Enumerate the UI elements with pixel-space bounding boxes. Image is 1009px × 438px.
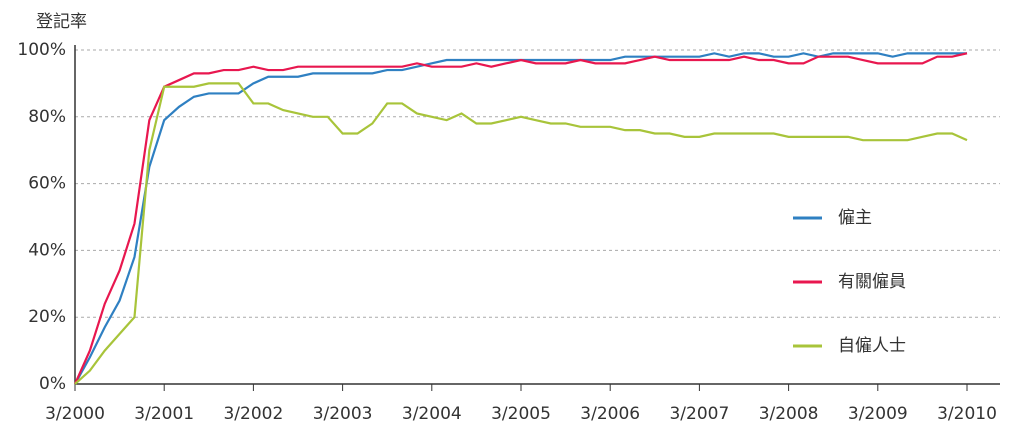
y-tick-label: 40%	[28, 240, 66, 260]
series-line	[73, 52, 968, 385]
legend-label: 自僱人士	[838, 336, 906, 356]
x-tick-label: 3/2006	[580, 404, 640, 424]
y-tick-label: 100%	[17, 40, 66, 60]
y-tick-label: 20%	[28, 307, 66, 327]
x-tick-label: 3/2009	[848, 404, 908, 424]
x-tick-label: 3/2002	[223, 404, 283, 424]
x-tick-label: 3/2001	[134, 404, 194, 424]
x-tick-label: 3/2000	[45, 404, 105, 424]
y-tick-label: 80%	[28, 107, 66, 127]
legend-label: 有關僱員	[838, 272, 906, 292]
legend-label: 僱主	[838, 208, 872, 228]
x-tick-label: 3/2007	[669, 404, 729, 424]
y-tick-label: 60%	[28, 174, 66, 194]
x-tick-label: 3/2004	[402, 404, 462, 424]
series-line	[74, 82, 968, 385]
y-axis-title: 登記率	[36, 12, 87, 32]
x-tick-label: 3/2003	[313, 404, 373, 424]
series-line	[74, 52, 967, 385]
x-tick-label: 3/2010	[937, 404, 997, 424]
x-tick-label: 3/2005	[491, 404, 551, 424]
y-tick-label: 0%	[39, 374, 66, 394]
x-tick-label: 3/2008	[759, 404, 819, 424]
